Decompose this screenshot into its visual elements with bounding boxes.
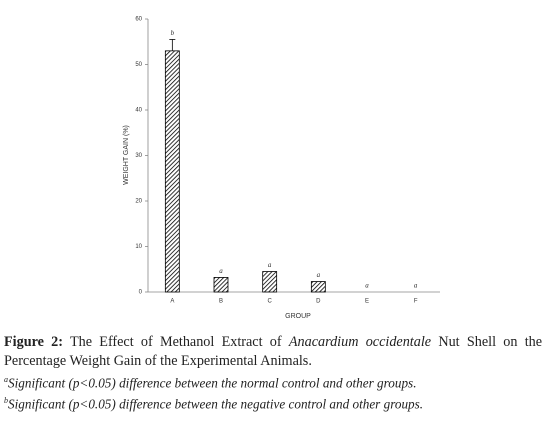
x-axis-title: GROUP — [285, 313, 311, 320]
x-tick-label: C — [267, 299, 272, 305]
significance-label: a — [317, 271, 321, 279]
caption-label: Figure 2: — [4, 334, 63, 350]
bar — [164, 50, 180, 293]
caption: Figure 2: The Effect of Methanol Extract… — [4, 333, 542, 414]
significance-label: a — [219, 267, 223, 275]
y-tick-label: 10 — [135, 244, 142, 250]
significance-label: a — [268, 261, 272, 269]
x-tick-label: B — [219, 299, 223, 305]
significance-label: a — [365, 282, 369, 290]
x-tick-label: F — [414, 299, 418, 305]
bar — [310, 281, 326, 293]
y-tick-label: 30 — [135, 153, 142, 159]
bar — [213, 277, 229, 293]
x-tick-label: A — [170, 299, 174, 305]
y-axis-title: WEIGHT GAIN (%) — [123, 125, 130, 185]
footnote: aSignificant (p<0.05) difference between… — [4, 371, 542, 392]
caption-species: Anacardium occidentale — [288, 334, 432, 350]
x-tick-label: E — [365, 299, 369, 305]
footnote-text: Significant (p<0.05) difference between … — [8, 375, 417, 391]
footnote-mark: b — [4, 396, 8, 406]
footnote-text: Significant (p<0.05) difference between … — [8, 396, 424, 412]
footnote-mark: a — [4, 375, 8, 384]
x-tick-label: D — [316, 299, 321, 305]
y-tick-label: 20 — [135, 199, 142, 205]
y-tick-label: 40 — [135, 108, 142, 114]
chart: GROUP WEIGHT GAIN (%) 0 10 20 30 40 50 60 Ab Ba C… — [123, 17, 440, 320]
y-tick-label: 50 — [135, 62, 142, 68]
significance-label: a — [414, 282, 418, 290]
footnote: bSignificant (p<0.05) difference between… — [4, 392, 542, 413]
caption-main: Figure 2: The Effect of Methanol Extract… — [4, 333, 542, 371]
bar — [262, 271, 278, 293]
caption-text: The Effect of Methanol Extract of — [69, 334, 282, 350]
y-tick-label: 0 — [139, 290, 143, 296]
y-tick-label: 60 — [135, 17, 142, 23]
caption-text: Nut Shell on the Percentage Weight Gain … — [4, 334, 543, 369]
significance-label: b — [171, 29, 175, 37]
